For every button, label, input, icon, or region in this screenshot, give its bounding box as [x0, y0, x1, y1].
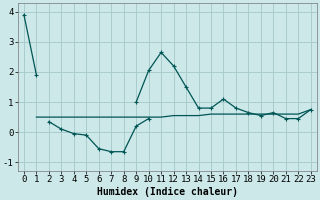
X-axis label: Humidex (Indice chaleur): Humidex (Indice chaleur)	[97, 187, 238, 197]
